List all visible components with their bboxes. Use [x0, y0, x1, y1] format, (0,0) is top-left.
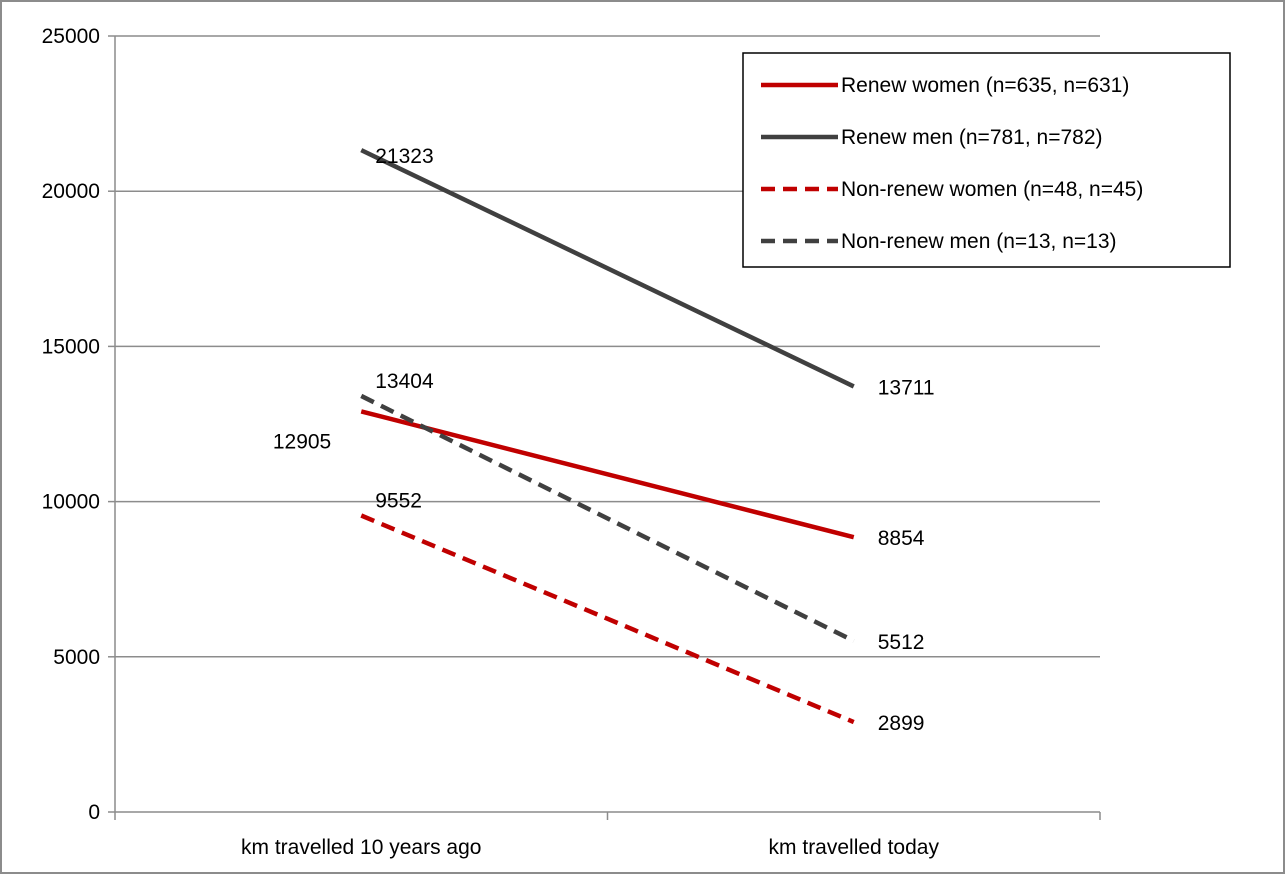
legend-box: [742, 52, 1231, 268]
series-line: [360, 393, 855, 643]
data-label: 5512: [878, 631, 925, 654]
y-tick-label: 10000: [42, 491, 100, 514]
y-tick-label: 20000: [42, 180, 100, 203]
legend-label: Renew women (n=635, n=631): [841, 74, 1129, 97]
y-tick-label: 15000: [42, 335, 100, 358]
legend-label: Non-renew men (n=13, n=13): [841, 230, 1117, 253]
data-label: 13404: [375, 370, 434, 393]
x-axis-ticks: km travelled 10 years ago km travelled to…: [114, 812, 1101, 859]
data-label: 2899: [878, 712, 925, 735]
data-label: 8854: [878, 527, 925, 550]
legend-label: Non-renew women (n=48, n=45): [841, 178, 1143, 201]
series-line: [360, 513, 855, 725]
data-label: 12905: [273, 430, 331, 453]
data-labels: 12905 8854 21323 13711 9552 2899 13404 5512: [273, 145, 935, 735]
gridlines: [115, 35, 1100, 658]
x-tick-label: km travelled today: [769, 836, 940, 859]
data-label: 9552: [375, 490, 422, 513]
series-line: [360, 409, 855, 540]
legend-label: Renew men (n=781, n=782): [841, 126, 1103, 149]
y-tick-label: 25000: [42, 25, 100, 48]
legend: Renew women (n=635, n=631) Renew men (n=7…: [742, 52, 1231, 268]
series-lines: [360, 148, 855, 725]
data-label: 13711: [878, 376, 935, 399]
y-tick-label: 5000: [53, 646, 100, 669]
y-axis-ticks: 0 5000 10000 15000 20000 25000: [42, 25, 115, 824]
data-label: 21323: [375, 145, 433, 168]
series-line: [360, 148, 855, 389]
x-tick-label: km travelled 10 years ago: [241, 836, 481, 859]
y-tick-label: 0: [88, 801, 100, 824]
